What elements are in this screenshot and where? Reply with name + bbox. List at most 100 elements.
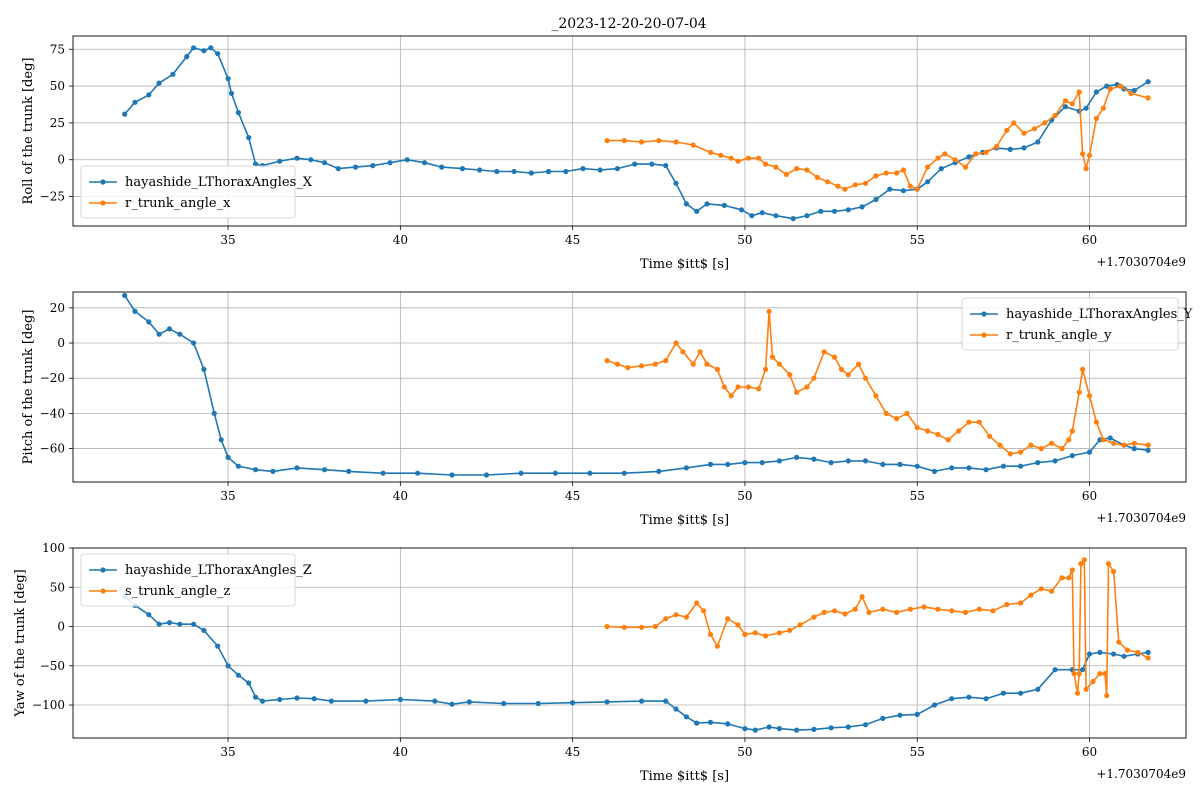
data-point: [1121, 442, 1127, 448]
data-point: [1078, 561, 1084, 567]
legend-swatch-marker: [100, 200, 106, 206]
data-point: [380, 470, 386, 476]
data-point: [604, 138, 610, 144]
data-point: [294, 465, 300, 471]
y-axis-label: Yaw of the trunk [deg]: [13, 569, 28, 717]
data-point: [852, 182, 858, 188]
data-point: [1086, 152, 1093, 158]
data-point: [1059, 575, 1065, 581]
y-tick-label: 0: [57, 620, 65, 634]
data-point: [132, 99, 138, 105]
data-point: [1062, 104, 1068, 110]
data-point: [683, 465, 690, 471]
x-tick-label: 55: [910, 489, 925, 503]
data-point: [707, 149, 714, 155]
data-point: [321, 467, 328, 473]
x-axis-label: Time $itt$ [s]: [640, 769, 729, 784]
data-point: [1117, 83, 1124, 89]
data-point: [673, 706, 679, 712]
data-point: [973, 151, 979, 157]
data-point: [783, 171, 789, 177]
data-point: [1035, 686, 1041, 692]
x-axis-label: Time $itt$ [s]: [640, 513, 729, 528]
data-point: [415, 470, 421, 476]
y-axis-label: Pitch of the trunk [deg]: [21, 310, 36, 465]
data-point: [831, 208, 838, 214]
data-point: [1007, 146, 1013, 152]
axes-frame: [72, 291, 1187, 483]
data-point: [466, 699, 472, 705]
data-point: [831, 608, 838, 614]
data-point: [449, 472, 455, 478]
data-point: [976, 419, 982, 425]
legend: hayashide_LThoraxAngles_X r_trunk_angle_x: [80, 165, 313, 219]
data-point: [787, 627, 793, 634]
data-point: [215, 51, 221, 57]
data-point: [294, 155, 300, 161]
data-point: [938, 166, 944, 172]
data-point: [914, 711, 920, 718]
data-point: [253, 467, 259, 473]
data-point: [1081, 557, 1087, 563]
data-point: [146, 319, 152, 325]
y-tick-label: 75: [50, 42, 65, 56]
data-point: [1080, 667, 1086, 673]
subplots: 35 40 45 50 55 60 −25 0 25 50 75 Time $itt$ [s] Roll…: [13, 35, 1193, 784]
data-point: [887, 186, 893, 192]
legend-swatch-marker: [100, 588, 106, 594]
data-point: [663, 358, 669, 364]
legend: hayashide_LThoraxAngles_Z s_trunk_angle_z: [80, 553, 312, 607]
data-point: [935, 431, 941, 438]
legend-box: [80, 165, 296, 219]
data-point: [570, 700, 576, 706]
data-point: [1102, 671, 1108, 677]
data-point: [201, 627, 207, 634]
data-point: [1062, 98, 1068, 104]
data-point: [862, 180, 869, 186]
data-point: [904, 410, 910, 416]
legend-label: r_trunk_angle_y: [1006, 328, 1112, 343]
data-point: [321, 160, 328, 166]
data-point: [1038, 446, 1044, 452]
data-point: [1131, 446, 1137, 452]
data-point: [459, 166, 465, 172]
data-point: [914, 424, 920, 431]
data-point: [535, 700, 541, 707]
y-tick-label: 0: [57, 336, 65, 350]
data-point: [921, 604, 927, 610]
data-point: [1071, 671, 1077, 677]
data-point: [614, 166, 621, 172]
data-point: [225, 76, 231, 82]
legend-box: [80, 553, 296, 607]
data-point: [935, 155, 941, 161]
data-point: [294, 695, 300, 701]
data-point: [235, 463, 241, 469]
data-point: [845, 207, 851, 213]
data-point: [663, 163, 669, 169]
data-point: [1086, 651, 1093, 657]
data-point: [993, 143, 1000, 150]
data-point: [1145, 95, 1151, 101]
data-point: [721, 202, 727, 208]
x-axis-label: Time $itt$ [s]: [640, 257, 729, 272]
data-point: [614, 361, 621, 367]
data-point: [166, 326, 173, 332]
data-point: [387, 160, 393, 166]
legend-swatch-marker: [100, 179, 106, 185]
data-point: [694, 720, 700, 726]
figure-title: _2023-12-20-20-07-04: [551, 16, 706, 32]
data-point: [663, 616, 669, 622]
data-point: [742, 726, 748, 732]
data-point: [763, 366, 769, 372]
data-point: [1066, 437, 1072, 443]
data-point: [797, 622, 803, 628]
data-point: [1076, 671, 1082, 677]
data-point: [725, 616, 731, 622]
data-point: [714, 366, 721, 372]
data-point: [1121, 653, 1127, 659]
data-point: [845, 458, 851, 464]
data-point: [1145, 79, 1151, 85]
data-point: [1104, 693, 1110, 699]
data-point: [821, 609, 827, 616]
